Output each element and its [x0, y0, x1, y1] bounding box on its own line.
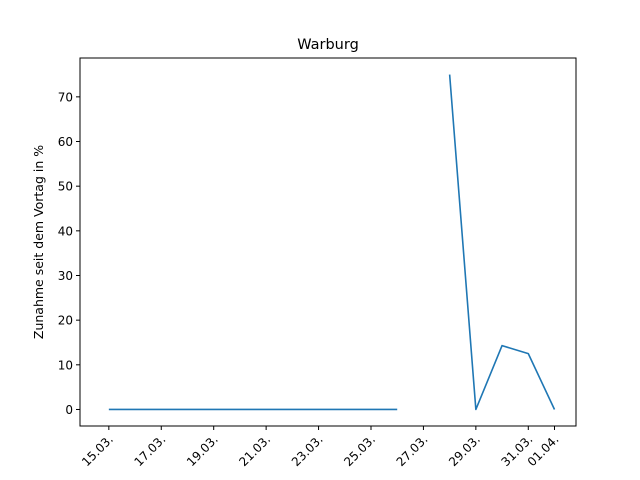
series-layer	[108, 74, 556, 411]
y-tick-label: 0	[65, 403, 73, 417]
y-tick-label: 70	[58, 90, 73, 104]
y-tick-label: 20	[58, 314, 73, 328]
series-line	[448, 74, 556, 411]
y-axis: 0 10 20 30 40 50 60 70	[58, 90, 80, 417]
y-axis-label: Zunahme seit dem Vortag in %	[31, 145, 46, 339]
y-tick-label: 40	[58, 224, 73, 238]
chart-title: Warburg	[297, 37, 359, 53]
y-tick-label: 60	[58, 135, 73, 149]
y-tick-label: 10	[58, 358, 73, 372]
y-tick-label: 50	[58, 180, 73, 194]
y-tick-label: 30	[58, 269, 73, 283]
plot-area	[79, 57, 577, 427]
